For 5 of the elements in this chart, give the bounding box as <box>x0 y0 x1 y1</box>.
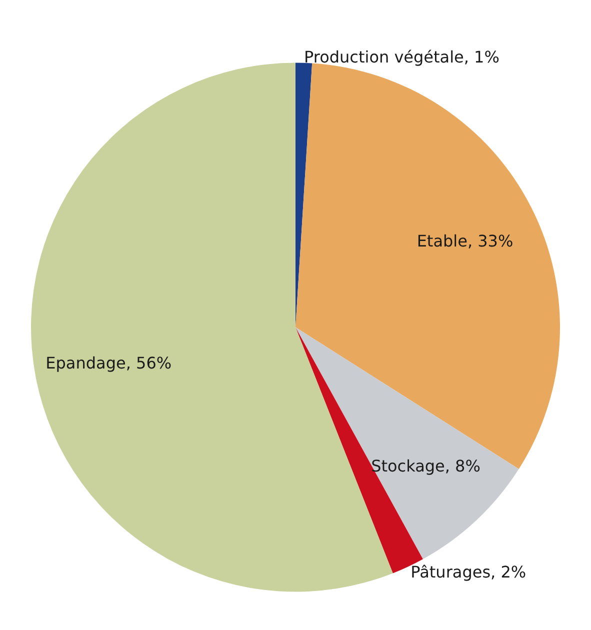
slice-label: Etable, 33% <box>416 231 514 250</box>
slice-label: Pâturages, 2% <box>410 562 526 582</box>
slice-label: Production végétale, 1% <box>304 47 500 66</box>
slice-label: Stockage, 8% <box>371 456 480 476</box>
slice-label: Epandage, 56% <box>46 353 172 372</box>
